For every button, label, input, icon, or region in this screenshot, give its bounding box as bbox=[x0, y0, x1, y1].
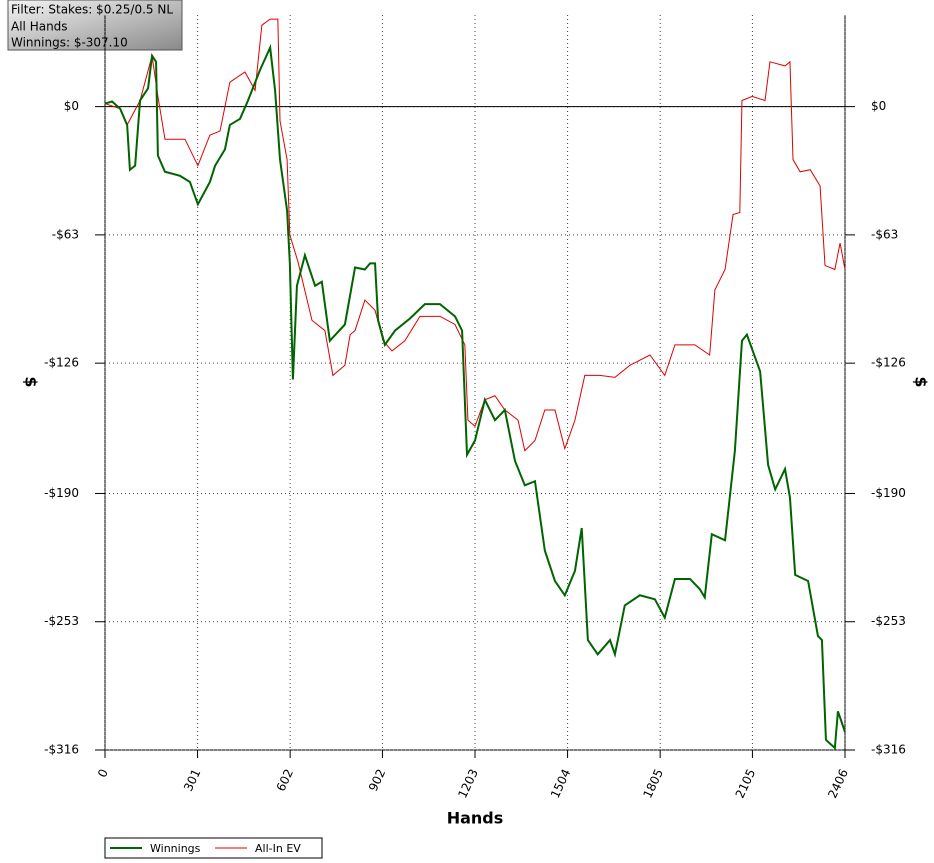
x-tick-label: 0 bbox=[95, 767, 111, 780]
y-tick-label: -$126 bbox=[871, 356, 906, 370]
y-axis-label: $ bbox=[22, 376, 41, 387]
legend bbox=[104, 837, 323, 859]
annotation: Filter: Stakes: $0.25/0.5 NL bbox=[11, 3, 173, 17]
legend-label: Winnings bbox=[150, 842, 201, 855]
y-tick-label: -$126 bbox=[44, 356, 79, 370]
y-tick-label: -$253 bbox=[871, 614, 906, 628]
legend-label: All-In EV bbox=[255, 842, 301, 855]
y-axis-label: $ bbox=[912, 376, 931, 387]
annotation: All Hands bbox=[11, 20, 68, 34]
x-tick-label: 2406 bbox=[825, 767, 851, 801]
y-tick-label: -$63 bbox=[871, 227, 898, 241]
series-line bbox=[104, 18, 846, 452]
y-tick-label: -$316 bbox=[871, 743, 906, 757]
x-tick-label: 602 bbox=[274, 767, 296, 794]
x-tick-label: 301 bbox=[181, 767, 203, 794]
y-tick-label: -$190 bbox=[871, 486, 906, 500]
y-tick-label: -$316 bbox=[44, 743, 79, 757]
x-axis-label: Hands bbox=[447, 809, 504, 828]
series-line bbox=[104, 43, 846, 751]
y-tick-label: -$190 bbox=[44, 486, 79, 500]
x-tick-label: 2105 bbox=[733, 767, 759, 801]
x-tick-label: 1203 bbox=[455, 767, 481, 801]
y-tick-label: $0 bbox=[871, 99, 886, 113]
x-tick-label: 902 bbox=[366, 767, 388, 794]
annotation: Winnings: $-307.10 bbox=[11, 36, 128, 50]
y-tick-label: $0 bbox=[64, 99, 79, 113]
y-tick-label: -$253 bbox=[44, 614, 79, 628]
x-tick-label: 1805 bbox=[640, 767, 666, 801]
x-tick-label: 1504 bbox=[548, 767, 574, 801]
annotation-box bbox=[7, 0, 183, 51]
y-tick-label: -$63 bbox=[52, 227, 79, 241]
